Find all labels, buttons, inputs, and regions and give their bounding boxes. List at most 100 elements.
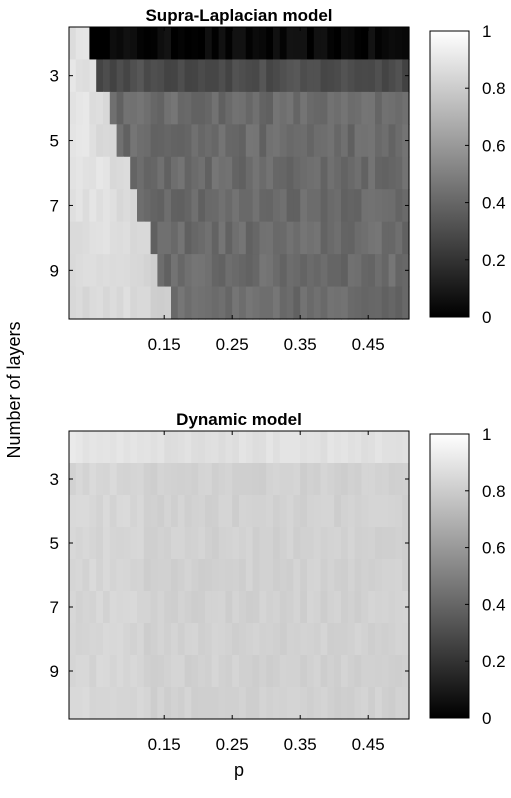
heatmap-cell <box>198 27 206 61</box>
heatmap-cell <box>368 527 376 560</box>
heatmap-cell <box>395 463 403 496</box>
heatmap-cell <box>103 495 111 528</box>
heatmap-cell <box>103 591 111 624</box>
heatmap-cell <box>286 495 294 528</box>
heatmap-cell <box>198 527 206 560</box>
heatmap-cell <box>211 431 220 464</box>
heatmap-cell <box>239 623 247 656</box>
heatmap-cell <box>184 527 192 560</box>
heatmap-cell <box>177 559 186 592</box>
heatmap-cell <box>69 286 77 320</box>
heatmap-cell <box>130 189 138 223</box>
heatmap-cell <box>286 559 294 592</box>
heatmap-cell <box>150 655 158 688</box>
heatmap-cell <box>375 623 383 656</box>
heatmap-cell <box>198 286 206 320</box>
heatmap-cell <box>245 495 254 528</box>
heatmap-cell <box>368 27 376 61</box>
heatmap-cell <box>137 463 145 496</box>
heatmap-cell <box>347 527 356 560</box>
heatmap-cell <box>293 655 301 688</box>
heatmap-cell <box>334 221 342 255</box>
heatmap-cell <box>123 254 131 288</box>
heatmap-cell <box>341 623 349 656</box>
y-tick-label: 9 <box>50 662 59 681</box>
heatmap-cell <box>334 687 342 720</box>
heatmap-cell <box>130 495 138 528</box>
heatmap-cell <box>354 254 362 288</box>
heatmap-cell <box>334 27 342 61</box>
heatmap-cell <box>164 59 172 93</box>
heatmap-cell <box>150 254 158 288</box>
heatmap-cell <box>279 527 288 560</box>
heatmap-cell <box>150 623 158 656</box>
heatmap-cell <box>239 431 247 464</box>
heatmap-cell <box>164 559 172 592</box>
heatmap-cell <box>137 124 145 158</box>
heatmap-cell <box>177 527 186 560</box>
heatmap-cell <box>245 221 254 255</box>
x-axis-label: p <box>234 760 244 780</box>
heatmap-cell <box>388 189 396 223</box>
heatmap-cell <box>361 91 369 125</box>
colorbar-tick-label: 0.6 <box>482 539 506 558</box>
heatmap-cell <box>327 91 335 125</box>
heatmap-cell <box>211 495 220 528</box>
heatmap-cell <box>273 124 281 158</box>
heatmap-cell <box>191 221 199 255</box>
heatmap-cell <box>273 655 281 688</box>
heatmap-cell <box>232 286 240 320</box>
heatmap-cell <box>239 124 247 158</box>
heatmap-cell <box>361 124 369 158</box>
heatmap-cell <box>82 495 90 528</box>
heatmap-cell <box>266 59 274 93</box>
heatmap-cell <box>320 189 328 223</box>
heatmap-cell <box>123 91 131 125</box>
heatmap-cell <box>300 591 308 624</box>
heatmap-cell <box>361 463 369 496</box>
heatmap-cell <box>143 254 152 288</box>
heatmap-cell <box>89 687 97 720</box>
heatmap-cell <box>211 221 220 255</box>
heatmap-cell <box>395 189 403 223</box>
heatmap-cell <box>150 591 158 624</box>
heatmap-cell <box>320 156 328 190</box>
heatmap-cell <box>279 254 288 288</box>
heatmap-cell <box>116 591 124 624</box>
x-tick-label: 0.25 <box>216 335 249 354</box>
heatmap-cell <box>259 59 267 93</box>
heatmap-cell <box>347 189 356 223</box>
heatmap-cell <box>388 655 396 688</box>
heatmap-cell <box>157 156 165 190</box>
heatmap-cell <box>354 527 362 560</box>
heatmap-cell <box>143 495 152 528</box>
heatmap-cell <box>150 527 158 560</box>
heatmap-cell <box>395 286 403 320</box>
heatmap-cell <box>388 527 396 560</box>
heatmap-cell <box>266 124 274 158</box>
heatmap-cell <box>375 156 383 190</box>
heatmap-cell <box>239 591 247 624</box>
heatmap-cell <box>177 59 186 93</box>
heatmap-cell <box>171 623 179 656</box>
heatmap-cell <box>361 156 369 190</box>
heatmap-cell <box>211 655 220 688</box>
heatmap-cell <box>218 124 226 158</box>
heatmap-cell <box>75 189 84 223</box>
heatmap-cell <box>157 687 165 720</box>
heatmap-cell <box>116 463 124 496</box>
heatmap-cell <box>184 124 192 158</box>
heatmap-cell <box>116 655 124 688</box>
heatmap-cell <box>293 254 301 288</box>
heatmap-cell <box>103 27 111 61</box>
heatmap-cell <box>347 124 356 158</box>
heatmap-cell <box>143 591 152 624</box>
heatmap-cell <box>75 591 84 624</box>
heatmap-cell <box>259 623 267 656</box>
heatmap-cell <box>89 559 97 592</box>
heatmap-cell <box>184 591 192 624</box>
heatmap-cell <box>69 156 77 190</box>
heatmap-cell <box>402 495 410 528</box>
heatmap-cell <box>375 286 383 320</box>
heatmap-cell <box>89 156 97 190</box>
